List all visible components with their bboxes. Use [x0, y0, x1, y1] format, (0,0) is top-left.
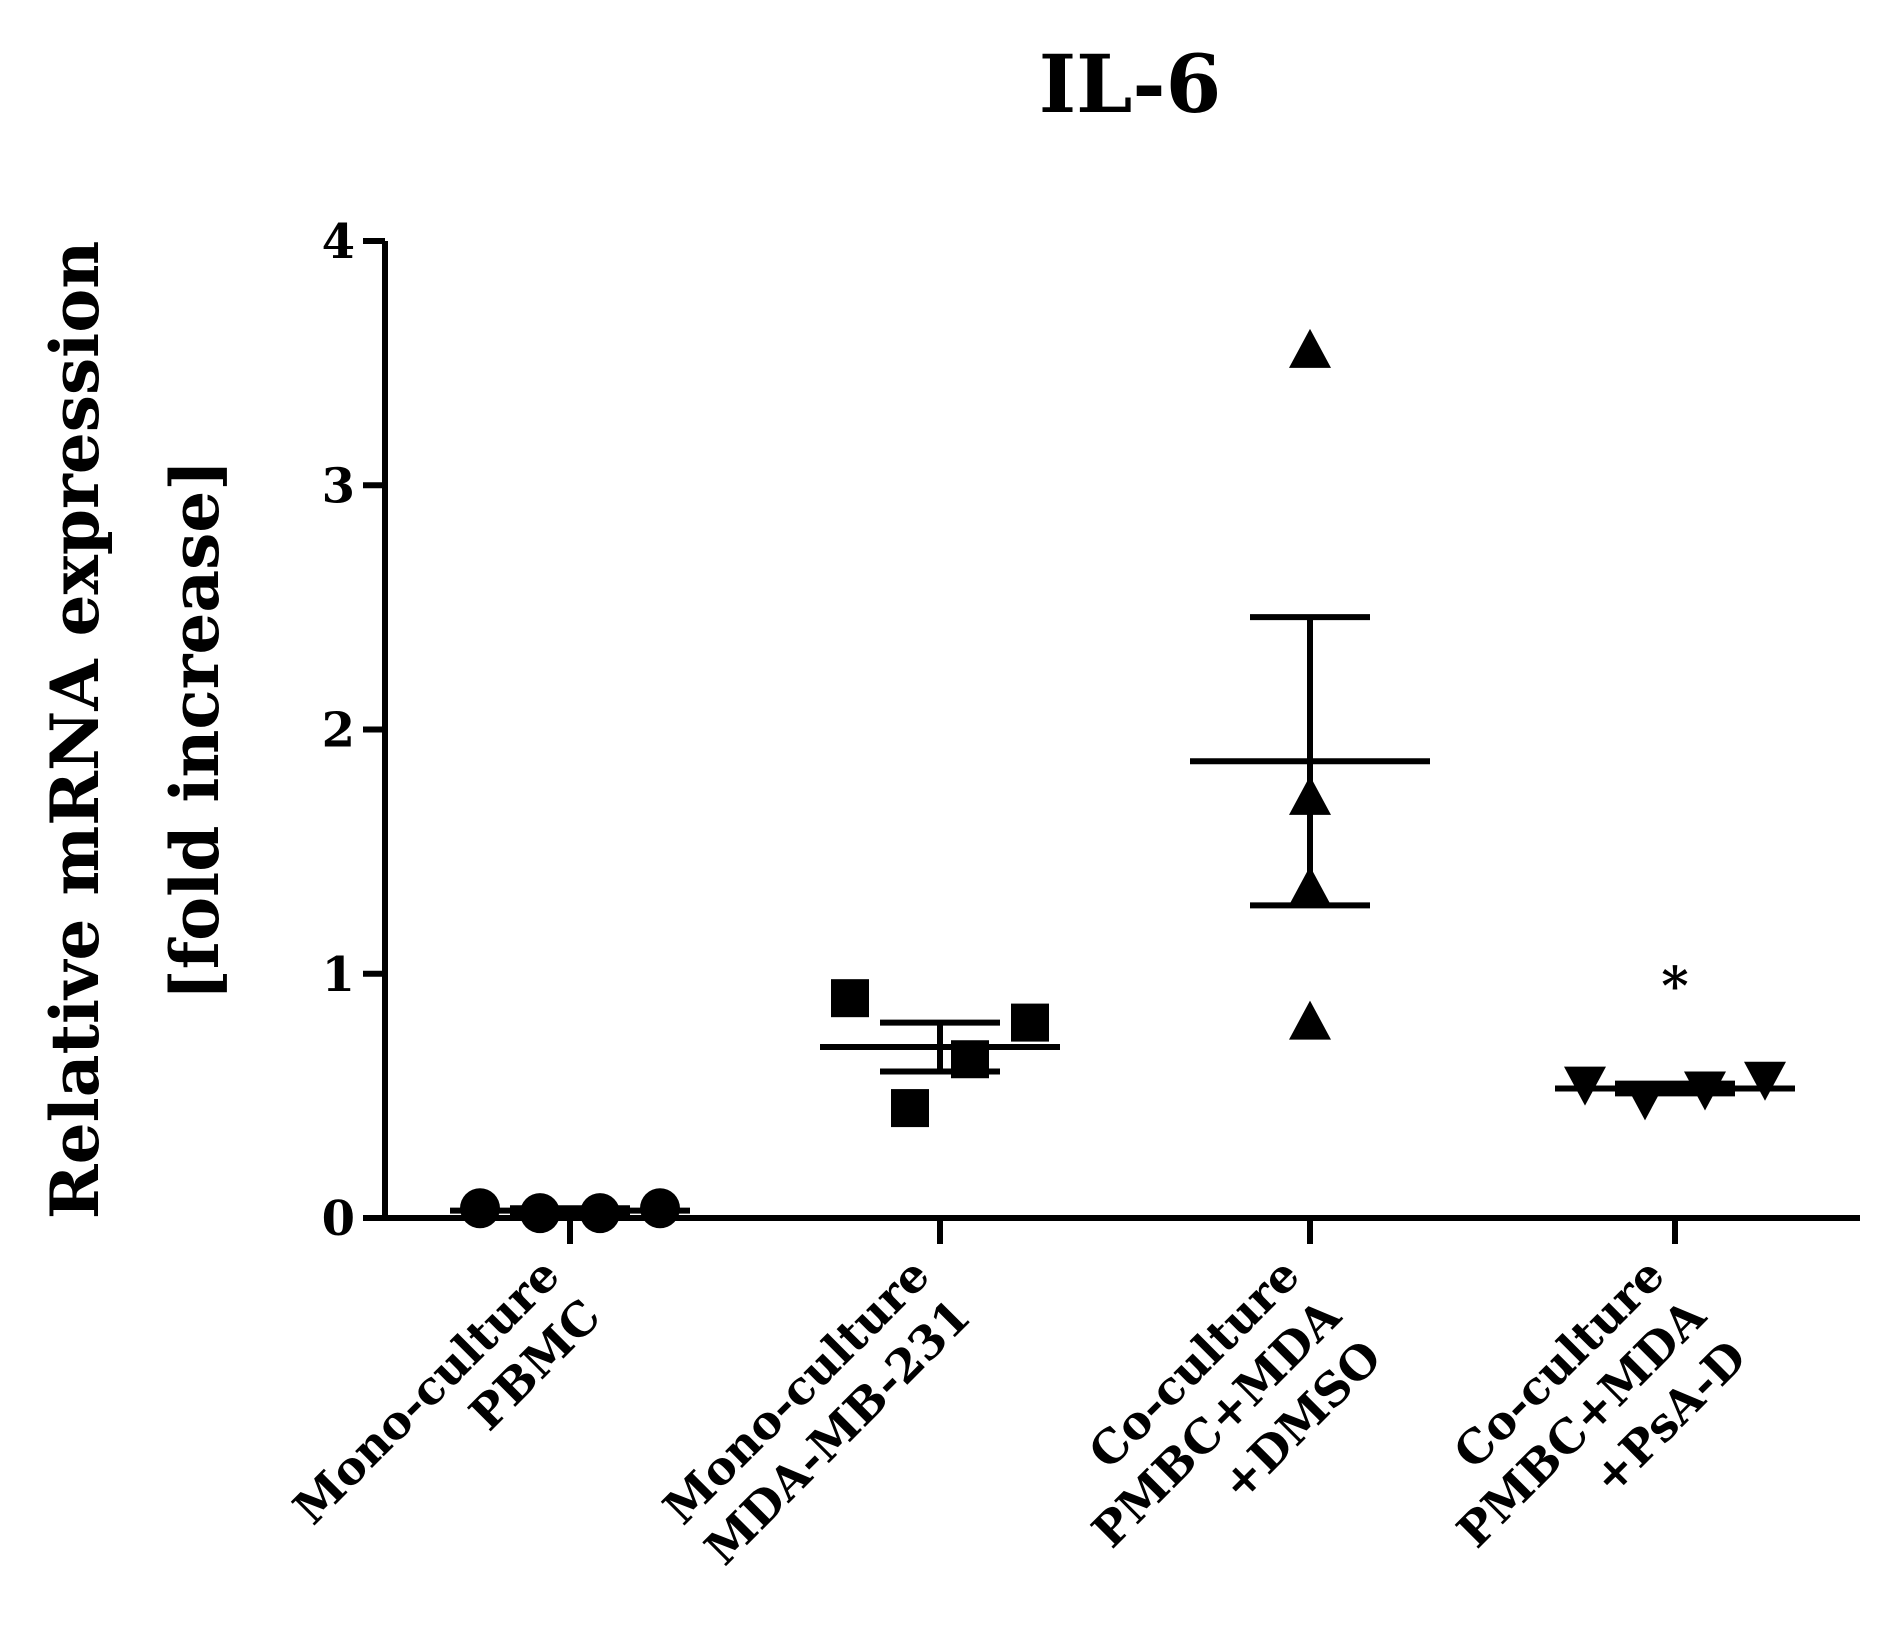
- chart-title: IL-6: [1039, 37, 1222, 131]
- y-tick-label: 1: [322, 947, 355, 1003]
- data-point: [1011, 1003, 1049, 1042]
- y-axis-label-line-1: Relative mRNA expression: [36, 241, 114, 1219]
- y-axis-label-line-2: [fold increase]: [156, 460, 234, 1001]
- series-group: [450, 1188, 690, 1234]
- series-group: [1555, 1061, 1795, 1121]
- y-axis-label: Relative mRNA expression [fold increase]: [36, 241, 234, 1219]
- y-tick-label: 2: [322, 703, 355, 759]
- data-point: [1289, 328, 1331, 368]
- data-point: [1744, 1061, 1786, 1101]
- significance-marker: *: [1661, 956, 1688, 1017]
- data-point: [891, 1089, 929, 1128]
- y-tick-label: 0: [322, 1191, 355, 1247]
- data-point: [831, 979, 869, 1018]
- y-tick-label: 4: [322, 214, 355, 270]
- data-point: [1289, 1000, 1331, 1040]
- y-tick-label: 3: [322, 458, 355, 514]
- series-group: [1190, 328, 1430, 1040]
- series-group: [820, 979, 1060, 1128]
